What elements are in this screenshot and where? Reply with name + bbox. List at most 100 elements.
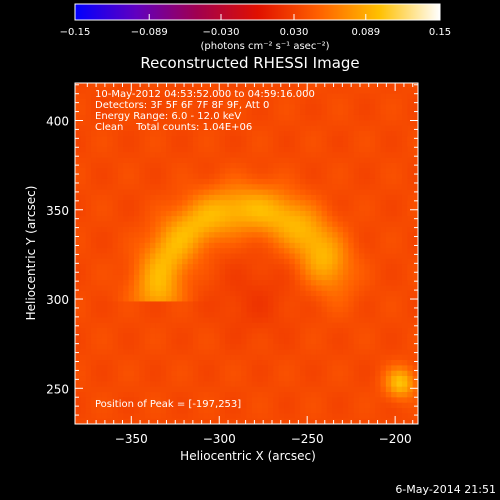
heatmap-cell (112, 173, 119, 180)
heatmap-cell (412, 136, 418, 143)
heatmap-cell (342, 365, 349, 372)
heatmap-cell (208, 306, 215, 313)
heatmap-cell (284, 146, 290, 153)
heatmap-cell (176, 205, 183, 212)
heatmap-cell (235, 232, 242, 239)
heatmap-cell (96, 120, 103, 127)
heatmap-cell (155, 248, 162, 255)
heatmap-cell (107, 194, 114, 201)
heatmap-cell (107, 386, 114, 393)
heatmap-cell (182, 418, 189, 424)
heatmap-cell (75, 88, 81, 95)
heatmap-cell (321, 136, 328, 143)
heatmap-cell (300, 328, 307, 335)
heatmap-cell (310, 130, 317, 137)
heatmap-cell (166, 392, 173, 398)
heatmap-cell (198, 248, 205, 255)
heatmap-cell (375, 344, 382, 351)
heatmap-cell (262, 210, 269, 217)
heatmap-cell (187, 365, 194, 372)
heatmap-cell (203, 130, 210, 137)
heatmap-cell (257, 349, 264, 356)
heatmap-cell (133, 285, 140, 292)
heatmap-cell (337, 258, 344, 265)
heatmap-cell (278, 360, 285, 366)
heatmap-cell (278, 365, 285, 372)
heatmap-cell (230, 290, 237, 297)
heatmap-cell (267, 285, 274, 292)
heatmap-cell (235, 333, 242, 340)
heatmap-cell (251, 328, 258, 335)
heatmap-cell (342, 290, 349, 297)
heatmap-cell (310, 173, 317, 180)
heatmap-cell (369, 258, 376, 265)
heatmap-cell (198, 258, 205, 265)
heatmap-cell (391, 221, 398, 228)
heatmap-cell (391, 210, 398, 217)
heatmap-cell (364, 258, 371, 265)
heatmap-cell (133, 194, 140, 201)
heatmap-cell (364, 104, 371, 111)
heatmap-cell (401, 280, 408, 287)
heatmap-cell (353, 376, 360, 382)
heatmap-cell (342, 189, 349, 196)
heatmap-cell (203, 285, 210, 292)
heatmap-cell (112, 333, 119, 340)
heatmap-cell (117, 109, 124, 116)
heatmap-cell (166, 125, 173, 132)
heatmap-cell (326, 274, 333, 281)
heatmap-cell (107, 312, 114, 319)
heatmap-cell (246, 418, 253, 424)
heatmap-cell (278, 232, 285, 239)
heatmap-cell (155, 232, 162, 239)
heatmap-cell (150, 328, 156, 335)
heatmap-cell (192, 248, 199, 255)
heatmap-cell (150, 253, 156, 260)
heatmap-cell (257, 258, 264, 265)
heatmap-cell (123, 232, 130, 239)
heatmap-cell (321, 381, 328, 388)
heatmap-cell (187, 349, 194, 356)
heatmap-cell (375, 242, 382, 249)
heatmap-cell (144, 317, 151, 324)
heatmap-cell (380, 253, 387, 260)
heatmap-cell (85, 221, 92, 228)
heatmap-cell (348, 216, 355, 223)
heatmap-cell (112, 226, 119, 233)
heatmap-cell (359, 301, 366, 308)
heatmap-cell (278, 322, 285, 329)
heatmap-cell (396, 162, 403, 169)
heatmap-cell (208, 370, 215, 377)
heatmap-cell (300, 93, 307, 100)
heatmap-cell (391, 162, 398, 169)
heatmap-cell (289, 120, 296, 127)
heatmap-cell (326, 285, 333, 292)
heatmap-cell (155, 328, 162, 335)
heatmap-cell (176, 296, 183, 303)
heatmap-cell (96, 392, 103, 398)
heatmap-cell (391, 376, 398, 382)
colorbar-tick-label: −0.15 (60, 27, 91, 38)
heatmap-cell (133, 381, 140, 388)
heatmap-cell (155, 98, 162, 105)
heatmap-cell (332, 216, 339, 223)
heatmap-cell (267, 162, 274, 169)
heatmap-cell (305, 194, 312, 201)
heatmap-cell (80, 232, 87, 239)
heatmap-cell (176, 317, 183, 324)
heatmap-cell (273, 317, 280, 324)
heatmap-cell (139, 365, 146, 372)
heatmap-cell (187, 264, 194, 271)
heatmap-cell (364, 280, 371, 287)
heatmap-cell (262, 120, 269, 127)
heatmap-cell (75, 178, 81, 185)
heatmap-cell (123, 120, 130, 127)
heatmap-cell (80, 210, 87, 217)
heatmap-cell (225, 248, 232, 255)
heatmap-cell (353, 370, 360, 377)
heatmap-cell (241, 242, 248, 249)
heatmap-cell (203, 83, 210, 89)
heatmap-cell (262, 386, 269, 393)
heatmap-cell (278, 210, 285, 217)
heatmap-cell (262, 136, 269, 143)
